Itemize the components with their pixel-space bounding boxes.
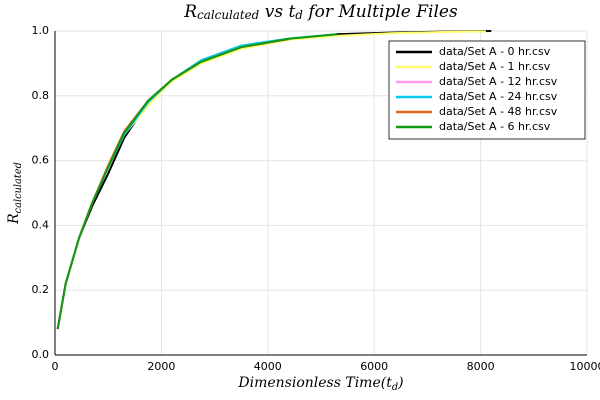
legend-label: data/Set A - 1 hr.csv — [439, 60, 551, 73]
chart-title-part: d — [295, 8, 303, 22]
line — [56, 33, 338, 330]
x-tick-label: 6000 — [360, 360, 388, 373]
y-tick-label: 0.8 — [32, 89, 50, 102]
x-axis-label-part: d — [392, 382, 398, 393]
y-axis-label-part: R — [6, 213, 22, 225]
x-tick-label: 2000 — [147, 360, 175, 373]
y-tick-label: 1.0 — [32, 24, 50, 37]
y-tick-label: 0.6 — [32, 154, 50, 167]
chart-title-part: for Multiple Files — [303, 2, 458, 22]
line — [56, 38, 290, 330]
legend-box — [388, 40, 586, 140]
legend-label: data/Set A - 12 hr.csv — [439, 75, 558, 88]
x-tick-label: 8000 — [467, 360, 495, 373]
x-tick-label: 4000 — [254, 360, 282, 373]
y-tick-label: 0.4 — [32, 218, 50, 231]
chart-title-part: vs — [259, 2, 288, 22]
x-axis-label: Dimensionless Time(td) — [237, 375, 403, 393]
chart-title-part: R — [183, 2, 197, 22]
x-axis-label-part: Dimensionless Time( — [237, 375, 386, 391]
legend-label: data/Set A - 24 hr.csv — [439, 90, 558, 103]
line — [56, 33, 338, 330]
y-axis-label-part: calculated — [13, 162, 24, 213]
x-tick-label: 0 — [52, 360, 59, 373]
chart-title-part: calculated — [197, 8, 260, 22]
legend-label: data/Set A - 0 hr.csv — [439, 45, 551, 58]
y-tick-label: 0.2 — [32, 283, 50, 296]
x-axis-label-part: ) — [397, 375, 403, 391]
x-tick-label: 10000 — [570, 360, 600, 373]
chart-title: Rcalculated vs td for Multiple Files — [183, 2, 458, 23]
legend-label: data/Set A - 6 hr.csv — [439, 120, 551, 133]
y-axis-label: Rcalculated — [6, 162, 24, 225]
chart-title-part: t — [288, 2, 295, 22]
y-tick-label: 0.0 — [32, 348, 50, 361]
line — [56, 38, 290, 330]
legend-label: data/Set A - 48 hr.csv — [439, 105, 558, 118]
x-axis-label-part: t — [386, 375, 392, 391]
